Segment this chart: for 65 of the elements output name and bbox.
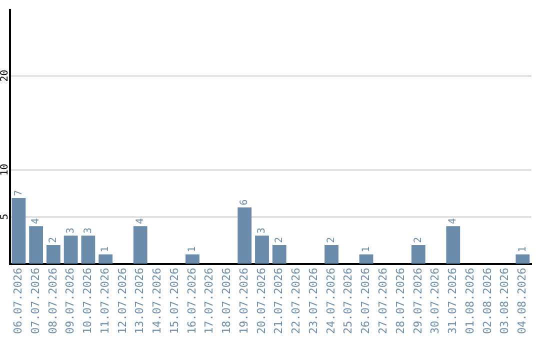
- data-label: 1: [517, 246, 528, 252]
- data-label: 1: [360, 246, 372, 252]
- data-label: 7: [13, 190, 24, 196]
- x-tick-label: 17.07.2026: [202, 268, 216, 334]
- bar: [516, 254, 530, 264]
- x-tick-label: 12.07.2026: [116, 268, 129, 334]
- bar: [359, 254, 374, 264]
- x-tick-label: 06.07.2026: [12, 268, 25, 334]
- x-tick-label: 21.07.2026: [272, 268, 286, 334]
- x-tick-label: 01.08.2026: [463, 268, 476, 334]
- x-tick-label: 18.07.2026: [220, 268, 234, 334]
- y-tick-label: 20: [0, 70, 11, 82]
- data-label: 1: [100, 246, 112, 252]
- data-label: 2: [48, 236, 60, 243]
- bar: [29, 226, 44, 264]
- x-tick-label: 02.08.2026: [480, 268, 494, 334]
- x-tick-label: 10.07.2026: [81, 268, 94, 334]
- x-tick-label: 13.07.2026: [133, 268, 146, 334]
- x-tick-label: 07.07.2026: [28, 268, 42, 334]
- x-tick-label: 03.08.2026: [498, 268, 512, 334]
- bar: [255, 236, 269, 264]
- x-tick-label: 11.07.2026: [98, 268, 112, 334]
- x-tick-label: 25.07.2026: [342, 268, 355, 334]
- x-tick-label: 14.07.2026: [150, 268, 164, 334]
- bar: [446, 226, 460, 264]
- data-label: 2: [326, 236, 338, 243]
- data-label: 6: [239, 199, 250, 206]
- bar: [46, 244, 60, 264]
- bar: [238, 207, 252, 264]
- x-tick-label: 09.07.2026: [64, 268, 77, 334]
- bar: [81, 236, 96, 264]
- bar: [186, 254, 200, 264]
- x-tick-label: 16.07.2026: [185, 268, 198, 334]
- x-tick-label: 08.07.2026: [46, 268, 60, 334]
- x-tick-label: 27.07.2026: [376, 268, 390, 334]
- x-tick-label: 31.07.2026: [446, 268, 460, 334]
- bar: [324, 244, 338, 264]
- y-tick-label: 10: [0, 164, 11, 176]
- y-tick-label: 5: [0, 214, 11, 220]
- bar: [133, 226, 148, 264]
- bar: [12, 198, 26, 264]
- x-tick-label: 22.07.2026: [290, 268, 303, 334]
- x-tick-label: 15.07.2026: [168, 268, 181, 334]
- data-label: 4: [448, 218, 459, 224]
- data-label: 3: [256, 228, 268, 234]
- x-tick-label: 19.07.2026: [237, 268, 250, 334]
- data-label: 3: [65, 228, 76, 234]
- data-label: 2: [274, 236, 285, 243]
- data-label: 3: [82, 228, 94, 234]
- data-label: 4: [30, 218, 42, 224]
- data-label: 4: [134, 218, 146, 224]
- bar: [411, 244, 426, 264]
- bar: [64, 236, 78, 264]
- data-label: 2: [412, 236, 424, 243]
- x-tick-label: 24.07.2026: [324, 268, 338, 334]
- x-tick-label: 26.07.2026: [359, 268, 372, 334]
- bar: [98, 254, 113, 264]
- x-tick-label: 20.07.2026: [254, 268, 268, 334]
- x-tick-label: 29.07.2026: [411, 268, 424, 334]
- x-tick-label: 30.07.2026: [428, 268, 442, 334]
- x-tick-label: 23.07.2026: [306, 268, 320, 334]
- x-tick-label: 28.07.2026: [394, 268, 407, 334]
- x-tick-label: 04.08.2026: [516, 268, 529, 334]
- bar: [272, 244, 286, 264]
- data-label: 1: [187, 246, 198, 252]
